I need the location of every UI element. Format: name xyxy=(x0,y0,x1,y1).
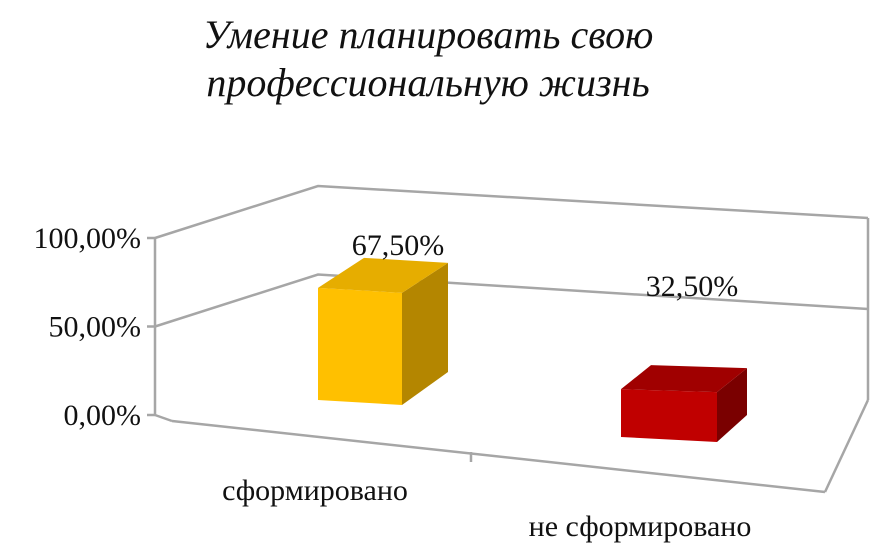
floor-front-edge xyxy=(171,419,826,494)
bar-1 xyxy=(318,257,448,405)
gridlines xyxy=(154,184,869,328)
floor-left-edge xyxy=(154,413,173,423)
y-axis-ticks: 0,00% 50,00% 100,00% xyxy=(34,222,155,432)
chart-title: Умение планировать свою профессиональную… xyxy=(203,12,654,105)
bar-2-top xyxy=(621,365,747,393)
bar-1-front xyxy=(318,287,402,405)
data-label-2: 32,50% xyxy=(646,270,739,303)
y-tick-label: 100,00% xyxy=(34,222,142,255)
y-tick-label: 50,00% xyxy=(49,311,142,344)
category-label-2: не сформировано xyxy=(529,510,752,543)
bar-1-top xyxy=(318,257,448,293)
bar-2-front xyxy=(621,389,717,442)
chart-title-line-1: Умение планировать свою xyxy=(203,12,654,57)
data-label-1: 67,50% xyxy=(352,229,445,262)
floor-right-edge xyxy=(823,399,870,493)
category-labels: сформировано не сформировано xyxy=(222,474,751,543)
bar-2 xyxy=(621,365,747,442)
chart-walls xyxy=(153,218,870,494)
bars xyxy=(318,257,747,442)
bar-1-side xyxy=(402,262,448,405)
gridline-100 xyxy=(154,184,869,240)
gridline-50 xyxy=(154,273,869,328)
y-tick-label: 0,00% xyxy=(64,399,142,432)
chart-title-line-2: профессиональную жизнь xyxy=(206,60,649,105)
data-labels: 67,50% 32,50% xyxy=(352,229,739,303)
category-label-1: сформировано xyxy=(222,474,408,507)
bar-2-side xyxy=(717,368,747,442)
